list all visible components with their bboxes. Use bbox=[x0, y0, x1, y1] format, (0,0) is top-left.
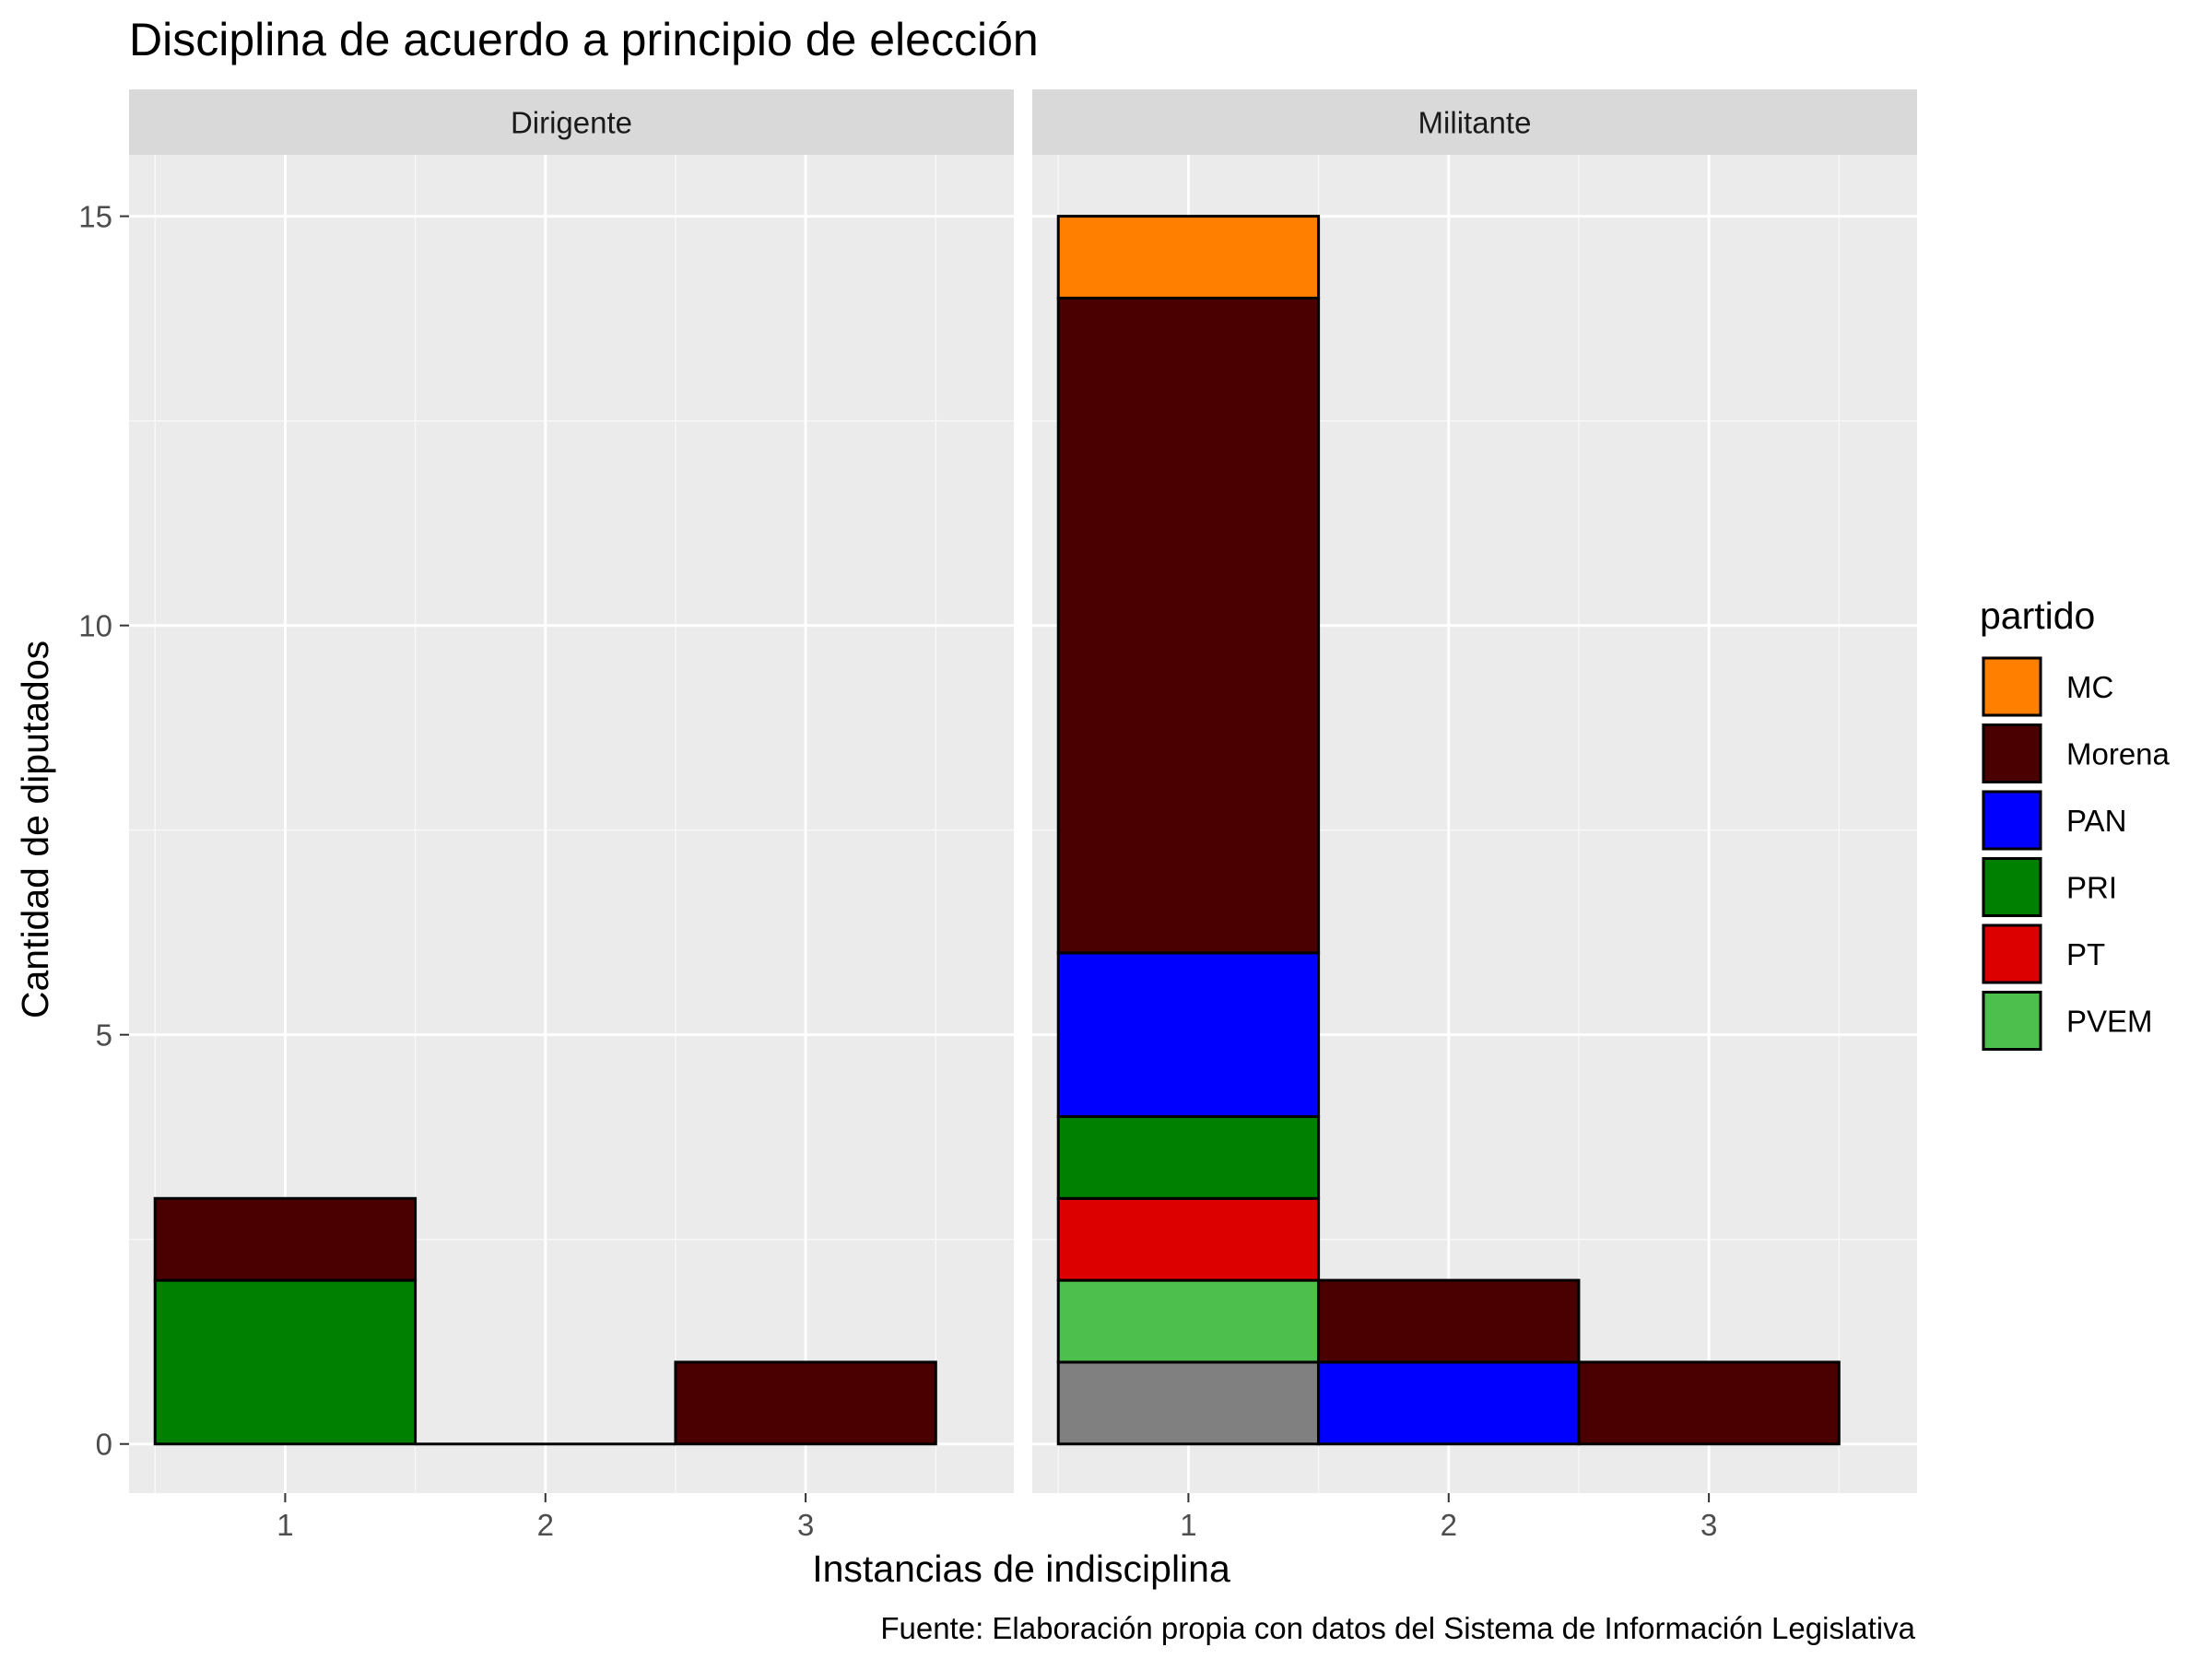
x-tick-label: 3 bbox=[1700, 1508, 1717, 1542]
facet-strip bbox=[1032, 89, 1917, 155]
x-tick-label: 1 bbox=[276, 1508, 293, 1542]
bar-segment-morena bbox=[1317, 1278, 1581, 1364]
legend-item-mc: MC bbox=[1982, 656, 2113, 717]
bar-segment-morena bbox=[1056, 296, 1321, 955]
legend-swatch bbox=[1982, 656, 2042, 717]
x-tick-label: 2 bbox=[537, 1508, 554, 1542]
legend-item-pvem: PVEM bbox=[1982, 990, 2153, 1052]
y-axis-title: Cantidad de diputados bbox=[14, 641, 56, 1018]
legend-swatch bbox=[1982, 991, 2042, 1051]
legend-label: PVEM bbox=[2066, 1005, 2153, 1039]
legend-item-pan: PAN bbox=[1982, 790, 2126, 851]
bar-segment-na bbox=[1056, 1360, 1321, 1446]
legend-label: PAN bbox=[2066, 804, 2126, 838]
facet-strip-label: Militante bbox=[1418, 106, 1532, 140]
panel-militante: Militante 1 2 3 bbox=[1032, 89, 1917, 1542]
bar-segment-pri bbox=[153, 1278, 418, 1446]
x-tick-label: 2 bbox=[1441, 1508, 1457, 1542]
x-axis-title: Instancias de indisciplina bbox=[812, 1547, 1230, 1590]
legend-item-pt: PT bbox=[1982, 924, 2105, 984]
legend-label: PT bbox=[2066, 937, 2105, 971]
legend-item-morena: Morena bbox=[1982, 723, 2171, 784]
x-tick-label: 1 bbox=[1180, 1508, 1196, 1542]
legend-label: MC bbox=[2066, 670, 2113, 704]
y-axis: 0 5 10 15 bbox=[78, 200, 129, 1462]
legend-swatch bbox=[1982, 724, 2042, 783]
y-tick-label: 10 bbox=[78, 609, 112, 643]
panel-dirigente: Dirigente 1 2 3 bbox=[129, 89, 1014, 1542]
legend-swatch bbox=[1982, 790, 2042, 851]
bar-segment-pri bbox=[1056, 1114, 1321, 1200]
legend-label: Morena bbox=[2066, 737, 2171, 771]
chart-title: Disciplina de acuerdo a principio de ele… bbox=[129, 14, 1039, 65]
bar-segment-pt bbox=[1056, 1196, 1321, 1282]
y-tick-label: 5 bbox=[96, 1018, 112, 1053]
bar-segment-morena bbox=[153, 1196, 418, 1282]
legend-title: partido bbox=[1980, 594, 2095, 637]
bar-segment-pan bbox=[1056, 951, 1321, 1118]
bar-segment-morena bbox=[674, 1360, 937, 1446]
legend-swatch bbox=[1982, 857, 2042, 917]
y-tick-label: 0 bbox=[96, 1428, 112, 1462]
bar-segment-mc bbox=[1056, 215, 1321, 300]
facet-strip-label: Dirigente bbox=[511, 106, 632, 140]
legend-label: PRI bbox=[2066, 871, 2117, 905]
y-tick-label: 15 bbox=[78, 200, 112, 234]
bar-segment-pvem bbox=[1056, 1278, 1321, 1364]
caption: Fuente: Elaboración propia con datos del… bbox=[880, 1611, 1915, 1645]
facet-panels: Dirigente 1 2 3 Militante 1 2 3 bbox=[129, 89, 1917, 1542]
legend-swatch bbox=[1982, 924, 2042, 984]
legend: MC Morena PAN PRI PT PVEM bbox=[1982, 656, 2171, 1052]
legend-item-pri: PRI bbox=[1982, 856, 2117, 918]
facet-strip bbox=[129, 89, 1014, 155]
bar-segment-pan bbox=[1317, 1360, 1581, 1446]
x-tick-label: 3 bbox=[797, 1508, 814, 1542]
bar-segment-morena bbox=[1577, 1360, 1841, 1446]
